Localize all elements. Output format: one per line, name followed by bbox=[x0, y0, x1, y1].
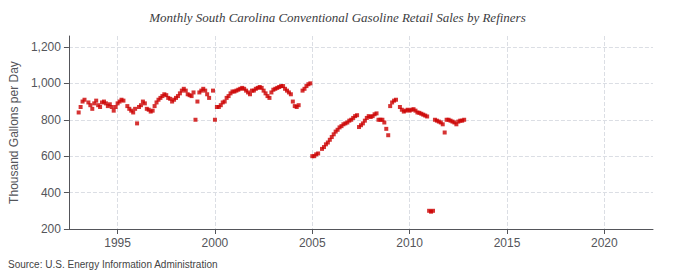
svg-text:2015: 2015 bbox=[494, 236, 521, 250]
svg-text:2010: 2010 bbox=[396, 236, 423, 250]
svg-text:600: 600 bbox=[41, 149, 61, 163]
svg-text:Monthly South Carolina Convent: Monthly South Carolina Conventional Gaso… bbox=[148, 10, 525, 25]
svg-text:Source: U.S. Energy Informatio: Source: U.S. Energy Information Administ… bbox=[8, 259, 218, 270]
svg-text:Thousand Gallons per Day: Thousand Gallons per Day bbox=[7, 61, 21, 204]
svg-text:400: 400 bbox=[41, 186, 61, 200]
svg-text:2005: 2005 bbox=[299, 236, 326, 250]
svg-text:2020: 2020 bbox=[591, 236, 618, 250]
svg-text:2000: 2000 bbox=[202, 236, 229, 250]
svg-text:200: 200 bbox=[41, 222, 61, 236]
svg-text:800: 800 bbox=[41, 113, 61, 127]
svg-text:1995: 1995 bbox=[104, 236, 131, 250]
svg-text:1,000: 1,000 bbox=[31, 76, 61, 90]
svg-text:1,200: 1,200 bbox=[31, 40, 61, 54]
